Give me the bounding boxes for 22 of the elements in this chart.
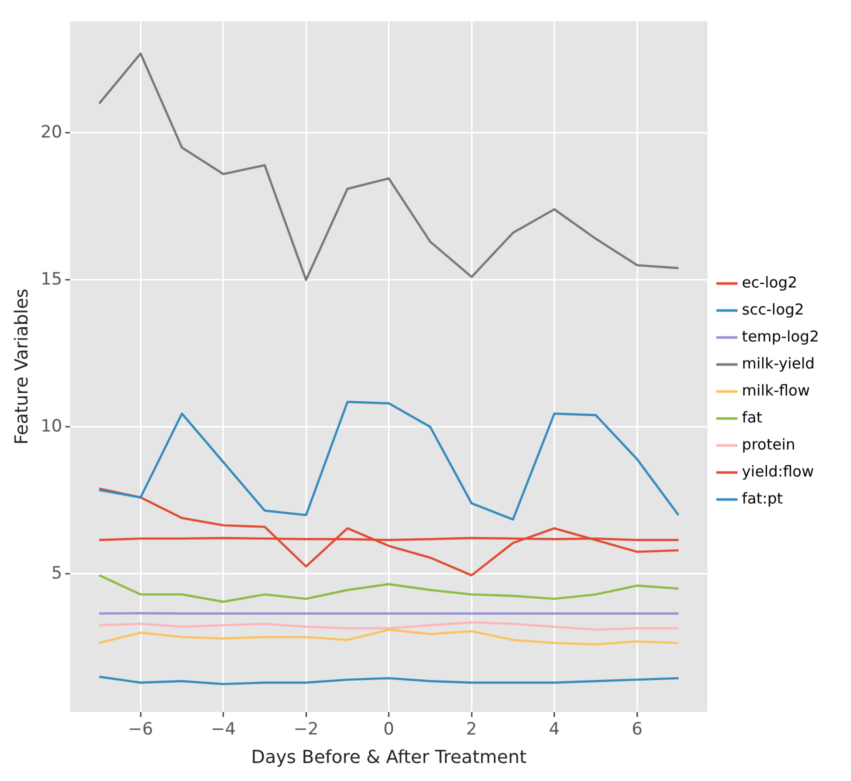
- x-tick-label: −2: [294, 720, 319, 740]
- legend-label: ec-log2: [742, 273, 798, 292]
- legend-label: scc-log2: [742, 300, 804, 318]
- x-axis-title: Days Before & After Treatment: [251, 746, 527, 768]
- y-tick-label: 15: [40, 269, 62, 290]
- y-tick-label: 5: [51, 563, 62, 584]
- legend-label: fat: [742, 408, 762, 426]
- y-tick-label: 10: [40, 416, 62, 436]
- x-tick-label: −6: [128, 720, 154, 740]
- y-tick-label: 20: [40, 122, 62, 142]
- x-tick-label: 4: [548, 720, 560, 740]
- legend-label: temp-log2: [742, 327, 820, 346]
- legend-label: yield:flow: [742, 462, 814, 480]
- x-tick-label: 2: [466, 720, 477, 740]
- x-tick-label: 0: [383, 720, 394, 740]
- legend-label: protein: [742, 435, 796, 454]
- legend-label: fat:pt: [742, 489, 783, 508]
- y-axis-title: Feature Variables: [11, 288, 32, 445]
- legend-label: milk-flow: [742, 381, 810, 400]
- legend-label: milk-yield: [742, 354, 815, 372]
- x-tick-label: 6: [632, 720, 643, 740]
- x-tick-label: −4: [210, 720, 236, 740]
